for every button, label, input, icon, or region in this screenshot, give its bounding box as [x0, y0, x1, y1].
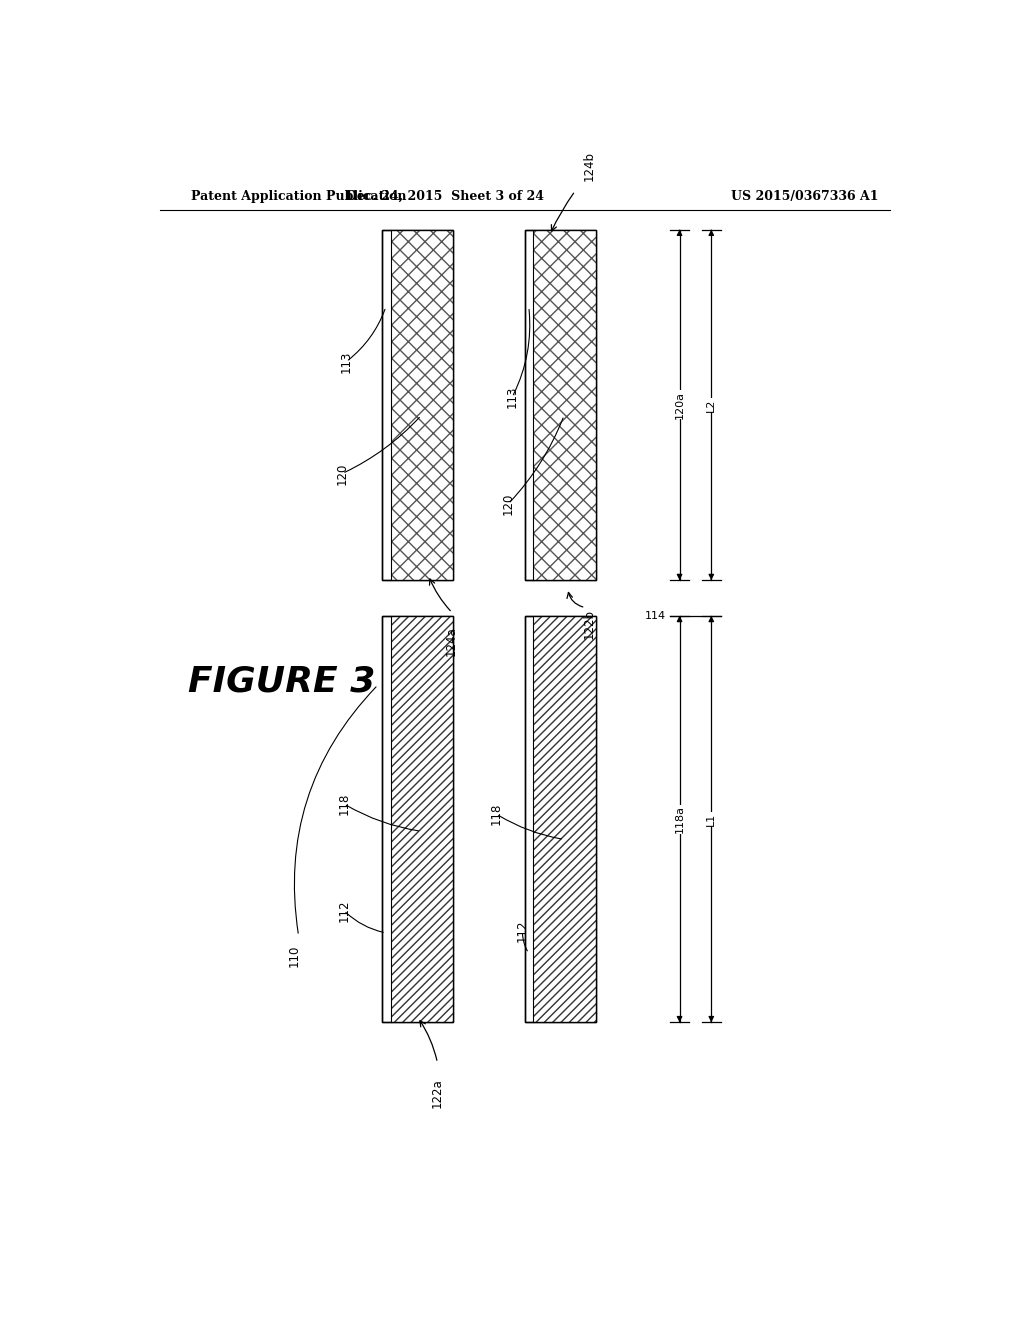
Text: Dec. 24, 2015  Sheet 3 of 24: Dec. 24, 2015 Sheet 3 of 24	[346, 190, 545, 202]
Text: 122a: 122a	[431, 1078, 444, 1107]
Text: 120: 120	[502, 492, 515, 515]
Text: 118: 118	[489, 803, 503, 825]
Bar	[534, 615, 596, 1022]
Bar	[382, 615, 454, 1022]
Text: 113: 113	[340, 351, 352, 372]
Bar	[390, 615, 454, 1022]
Bar	[524, 230, 596, 581]
Text: 110: 110	[288, 945, 301, 968]
Text: L2: L2	[707, 399, 717, 412]
Bar	[534, 230, 596, 581]
Text: 124b: 124b	[583, 150, 596, 181]
Text: 112: 112	[516, 920, 529, 942]
Text: 114: 114	[645, 611, 666, 620]
Text: 124a: 124a	[444, 626, 458, 656]
Text: L1: L1	[707, 812, 717, 826]
Text: 118a: 118a	[675, 805, 685, 833]
Text: 112: 112	[337, 899, 350, 921]
Bar	[524, 230, 596, 581]
Bar	[382, 615, 454, 1022]
Bar	[382, 230, 454, 581]
Bar	[382, 230, 454, 581]
Bar	[524, 615, 596, 1022]
Text: 113: 113	[506, 385, 518, 408]
Text: FIGURE 3: FIGURE 3	[187, 665, 375, 698]
Bar	[390, 230, 454, 581]
Text: US 2015/0367336 A1: US 2015/0367336 A1	[731, 190, 879, 202]
Text: 122b: 122b	[583, 609, 596, 639]
Text: 118: 118	[337, 792, 350, 814]
Text: 120a: 120a	[675, 391, 685, 418]
Bar	[524, 615, 596, 1022]
Text: 120: 120	[336, 462, 349, 484]
Text: Patent Application Publication: Patent Application Publication	[191, 190, 407, 202]
